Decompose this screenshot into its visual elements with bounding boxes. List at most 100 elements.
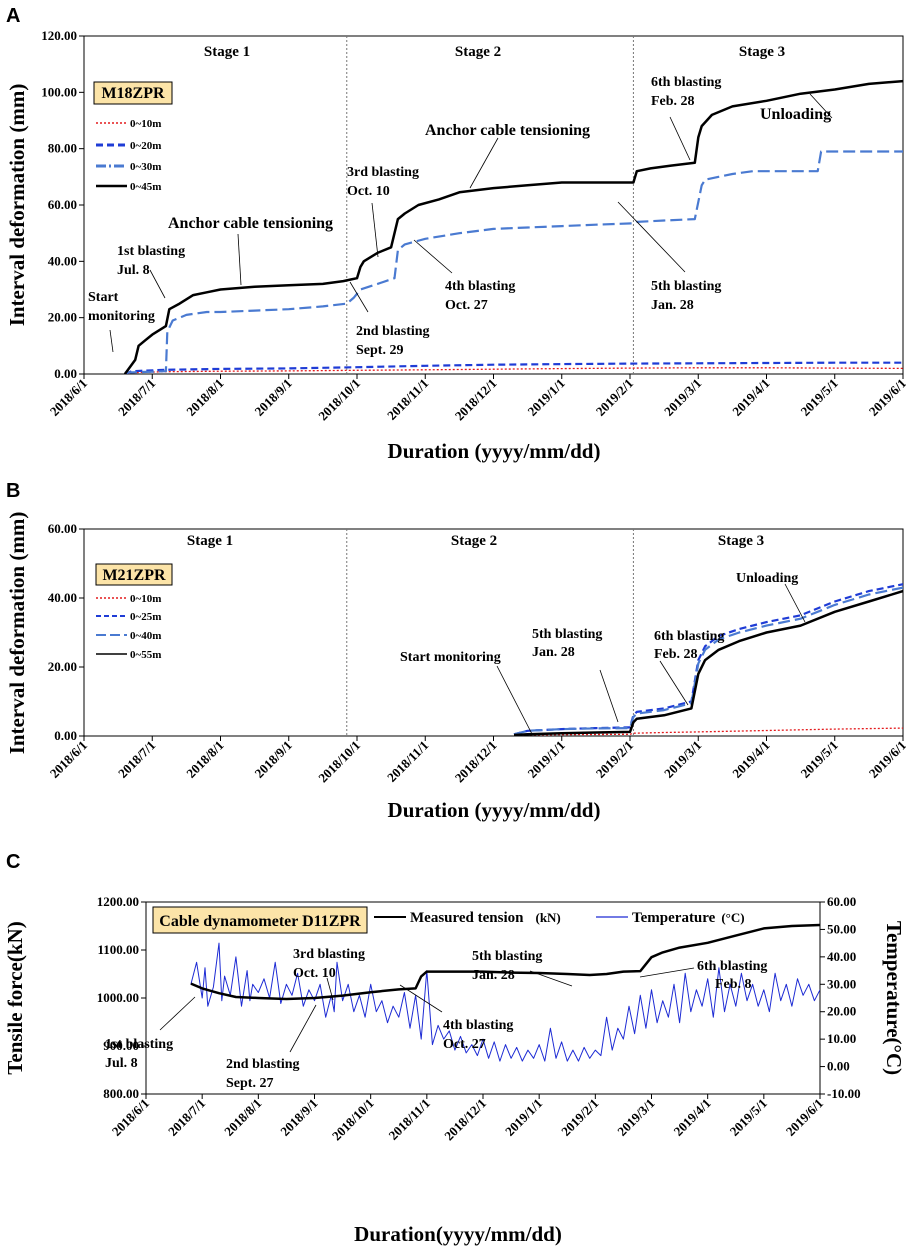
panel-c-series	[190, 923, 820, 1062]
a-xtick-label-3: 2018/9/1	[252, 376, 295, 419]
b-xtick-label-3: 2018/9/1	[252, 738, 295, 781]
panel-c-annotation-5: 6th blasting Feb. 8	[697, 959, 767, 992]
panel-c-letter: C	[6, 851, 20, 873]
panel-c-annotation-0: 1st blasting Jul. 8	[105, 1037, 173, 1071]
panel-a-annotation-5: 4th blasting Oct. 27	[445, 279, 515, 313]
panel-a-tag-box	[93, 81, 173, 105]
panel-b-ylabel: Interval deformation (mm)	[5, 512, 29, 755]
c-xtick-label-4: 2018/10/1	[329, 1096, 377, 1144]
panel-a-annotation-1-line-2: Jul. 8	[117, 263, 150, 278]
panel-c-legend-name-1: Temperature	[632, 910, 716, 926]
panel-c-annotation-3-line-2: Oct. 27	[443, 1037, 486, 1052]
panel-a-annotation-1-line-1: 1st blasting	[117, 244, 185, 259]
panel-b-annotations: Start monitoring 5th blasting Jan. 28 6th…	[400, 571, 806, 735]
a-xtick-label-6: 2018/12/1	[452, 376, 500, 424]
c-xtick-label-0: 2018/6/1	[109, 1096, 152, 1139]
panel-c: C 800.00 900.00 1000.00 1100.00 1200.00 -10.…	[3, 851, 906, 1246]
panel-b-annotation-2-line-1: 6th blasting	[654, 629, 724, 644]
panel-c-y-axis-left: 800.00 900.00 1000.00 1100.00 1200.00	[97, 894, 146, 1101]
panel-a-legend-label-3: 0~45m	[130, 181, 161, 193]
panel-c-annotation-5-line-1: 6th blasting	[697, 959, 767, 974]
a-series-1-line	[124, 361, 903, 374]
panel-b-legend-label-0: 0~10m	[130, 593, 161, 605]
panel-a-annotation-1: 1st blasting Jul. 8	[117, 244, 185, 278]
c-y2tick-label-5: 40.00	[827, 949, 856, 964]
b-ytick-label-3: 60.00	[48, 521, 77, 536]
b-xtick-label-7: 2019/1/1	[525, 738, 568, 781]
panel-b-legend-label-1: 0~25m	[130, 611, 161, 623]
panel-a-leader-6	[469, 137, 499, 189]
panel-a-annotation-8: 6th blasting Feb. 28	[651, 75, 721, 109]
c-xtick-label-11: 2019/5/1	[727, 1096, 770, 1139]
panel-a-legend-label-0: 0~10m	[130, 118, 161, 130]
panel-c-annotation-0-line-2: Jul. 8	[105, 1056, 138, 1071]
c-xtick-label-5: 2018/11/1	[386, 1096, 433, 1143]
panel-a-annotation-3-line-2: Sept. 29	[356, 343, 403, 358]
panel-a-leader-5	[413, 239, 453, 274]
panel-c-leader-5	[639, 967, 695, 978]
panel-b-annotation-3: Unloading	[736, 571, 798, 586]
c-y2tick-label-3: 20.00	[827, 1004, 856, 1019]
panel-a-annotation-4: 3rd blasting Oct. 10	[347, 165, 419, 199]
b-xtick-label-9: 2019/3/1	[661, 738, 704, 781]
panel-c-tag-box	[152, 906, 368, 934]
panel-a-annotation-3-line-1: 2nd blasting	[356, 324, 430, 339]
panel-a-leader-4	[371, 202, 379, 258]
panel-b-legend: M21ZPR 0~10m 0~25m 0~40m 0~55m	[95, 563, 173, 661]
panel-b-leader-2	[659, 660, 689, 706]
panel-c-annotations: 1st blasting Jul. 8 2nd blasting Sept. 27 …	[105, 947, 767, 1091]
panel-a-annotation-5-line-1: 4th blasting	[445, 279, 515, 294]
c-xtick-label-8: 2019/2/1	[558, 1096, 601, 1139]
c-xtick-label-12: 2019/6/1	[783, 1096, 826, 1139]
panel-b-annotation-1: 5th blasting Jan. 28	[532, 627, 602, 660]
a-xtick-label-0: 2018/6/1	[47, 376, 90, 419]
b-xtick-label-10: 2019/4/1	[729, 738, 772, 781]
a-ytick-label-2: 40.00	[48, 253, 77, 268]
panel-c-legend-unit-1: (°C)	[721, 910, 744, 925]
a-xtick-label-7: 2019/1/1	[525, 376, 568, 419]
panel-a-letter: A	[6, 5, 20, 27]
b-xtick-label-5: 2018/11/1	[384, 738, 431, 785]
panel-b-tag-box	[95, 563, 173, 586]
panel-c-annotation-1-line-1: 2nd blasting	[226, 1057, 300, 1072]
a-ytick-label-4: 80.00	[48, 141, 77, 156]
a-ytick-label-5: 100.00	[41, 84, 77, 99]
c-xtick-label-1: 2018/7/1	[165, 1096, 208, 1139]
panel-b-leader-3	[784, 583, 806, 623]
panel-c-leader-1	[289, 1004, 317, 1053]
b-ytick-label-1: 20.00	[48, 659, 77, 674]
panel-c-y-axis-right: -10.00 0.00 10.00 20.00 30.00 40.00 50.00 60.00	[820, 894, 861, 1101]
panel-b-stage-1: Stage 1	[187, 533, 233, 549]
a-xtick-label-2: 2018/8/1	[183, 376, 226, 419]
panel-c-annotation-0-line-1: 1st blasting	[105, 1037, 173, 1052]
a-ytick-label-0: 0.00	[54, 366, 77, 381]
c-y2tick-label-1: 0.00	[827, 1059, 850, 1074]
panel-b-x-axis: 2018/6/1 2018/7/1 2018/8/1 2018/9/1 2018/10/…	[47, 736, 906, 785]
c-xtick-label-7: 2019/1/1	[502, 1096, 545, 1139]
panel-a-annotation-4-line-2: Oct. 10	[347, 184, 390, 199]
panel-a-annotation-0-line-2: monitoring	[88, 309, 155, 324]
panel-c-y2label: Temperature(°C)	[882, 921, 906, 1075]
panel-c-annotation-2: 3rd blasting Oct. 10	[293, 947, 365, 981]
panel-a-annotation-4-line-1: 3rd blasting	[347, 165, 419, 180]
c-xtick-label-9: 2019/3/1	[614, 1096, 657, 1139]
panel-c-xlabel: Duration(yyyy/mm/dd)	[354, 1222, 562, 1246]
a-series-3-line	[123, 79, 903, 374]
panel-c-annotation-1-line-2: Sept. 27	[226, 1076, 273, 1091]
c-y2tick-label-4: 30.00	[827, 976, 856, 991]
panel-b-annotation-1-line-2: Jan. 28	[532, 645, 575, 660]
panel-a-annotation-7-line-1: 5th blasting	[651, 279, 721, 294]
panel-b-stage-boundaries	[346, 529, 634, 736]
a-xtick-label-9: 2019/3/1	[661, 376, 704, 419]
c-xtick-label-3: 2018/9/1	[277, 1096, 320, 1139]
panel-b-y-axis: 0.00 20.00 40.00 60.00	[48, 521, 84, 743]
panel-a-leader-9	[809, 93, 833, 119]
panel-b-leader-1	[599, 669, 619, 723]
panel-c-annotation-1: 2nd blasting Sept. 27	[226, 1057, 300, 1091]
c-xtick-label-2: 2018/8/1	[221, 1096, 264, 1139]
b-xtick-label-0: 2018/6/1	[47, 738, 90, 781]
panel-c-annotation-2-line-2: Oct. 10	[293, 966, 336, 981]
panel-b-tag: M21ZPR	[102, 567, 166, 584]
panel-c-annotation-2-line-1: 3rd blasting	[293, 947, 365, 962]
panel-a-legend-label-2: 0~30m	[130, 161, 161, 173]
